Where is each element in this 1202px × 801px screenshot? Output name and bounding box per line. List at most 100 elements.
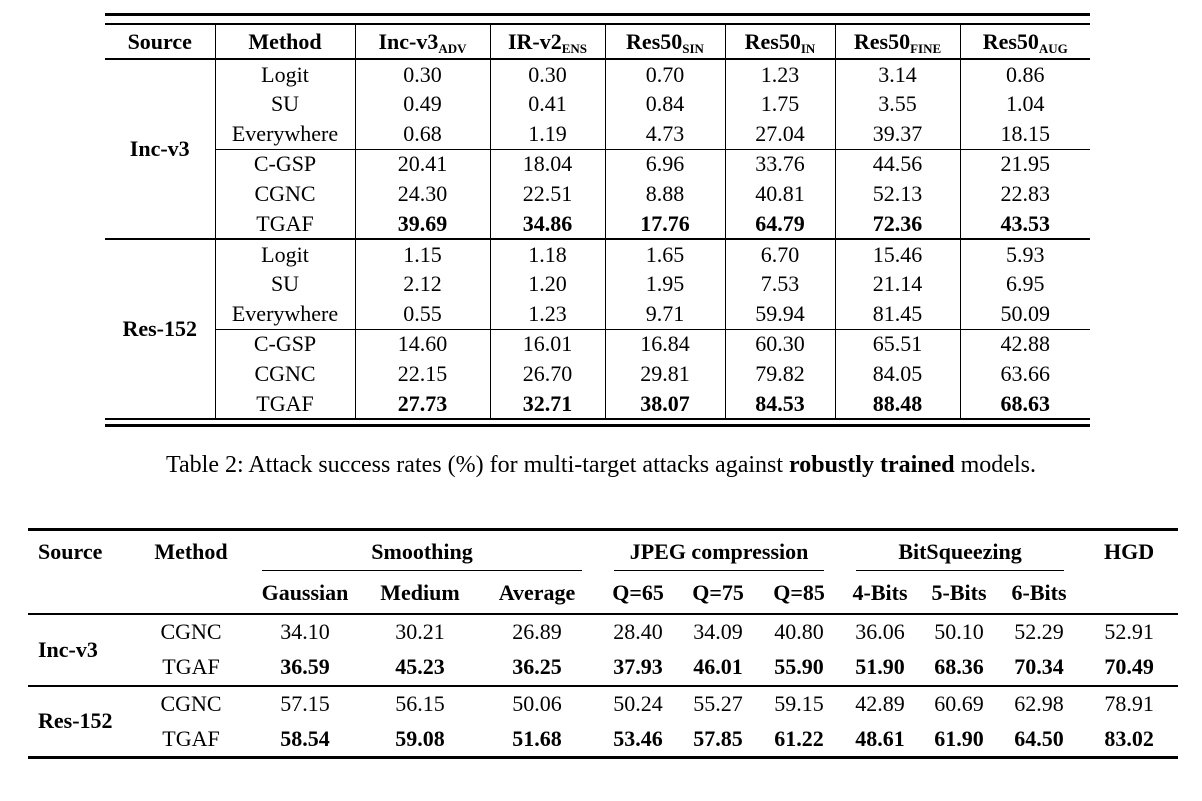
value-cell: 24.30 (354, 179, 490, 209)
value-cell: 0.70 (604, 59, 725, 89)
value-cell: 34.09 (693, 619, 743, 644)
t2-group-header: JPEG compression (598, 530, 840, 574)
value-cell: 1.04 (959, 89, 1090, 119)
value-cell: 70.49 (1104, 654, 1154, 679)
t2-subcolumn-header: 4-Bits (852, 580, 908, 605)
value-cell: 33.76 (724, 148, 835, 179)
value-cell: 32.71 (489, 389, 605, 419)
value-cell: 1.65 (604, 238, 725, 269)
method-label: CGNC (214, 359, 355, 389)
t1-col-source: Source (127, 28, 192, 54)
t2-subcolumn-header: 6-Bits (1011, 580, 1067, 605)
value-cell: 0.30 (354, 59, 490, 89)
source-label: Res-152 (105, 238, 215, 419)
t1-col-model: Res50IN (724, 24, 835, 59)
value-cell: 22.51 (489, 179, 605, 209)
model-subscript: ENS (561, 40, 588, 56)
value-cell: 48.61 (855, 725, 905, 751)
value-cell: 1.95 (604, 269, 725, 299)
table-row: Res-152 CGNC 57.15 56.15 50.06 50.24 55.27 59.1… (28, 684, 1179, 758)
value-cell: 37.93 (613, 654, 663, 679)
table2-caption: Table 2: Attack success rates (%) for mu… (0, 452, 1202, 479)
model-subscript: AUG (1038, 40, 1068, 56)
value-cell: 64.79 (724, 209, 835, 239)
model-subscript: ADV (438, 40, 467, 56)
value-cell: 43.53 (959, 209, 1090, 239)
value-cell: 88.48 (834, 389, 960, 419)
t2-col-hgd: HGD (1104, 539, 1155, 564)
value-cell: 1.20 (489, 269, 605, 299)
value-cell: 42.89 (840, 684, 921, 722)
value-cell: 34.86 (489, 209, 605, 239)
value-cell: 57.15 (246, 684, 364, 722)
value-cell: 59.08 (395, 725, 445, 751)
method-label: CGNC (160, 619, 222, 644)
value-cell: 5.93 (959, 238, 1090, 269)
table-row: C-GSP 20.41 18.04 6.96 33.76 44.56 21.95 (105, 148, 1090, 179)
method-label: CGNC (214, 179, 355, 209)
table-row: Inc-v3 CGNC 34.10 30.21 26.89 28.40 34.09 40.80… (28, 614, 1178, 661)
method-label: TGAF (162, 725, 220, 751)
value-cell: 79.82 (724, 359, 835, 389)
value-cell: 3.55 (834, 89, 960, 119)
table-row: Everywhere 0.68 1.19 4.73 27.04 39.37 18.15 (105, 119, 1090, 149)
table-defenses: Source Method Smoothing JPEG compression Bit… (28, 528, 1179, 759)
value-cell: 0.41 (489, 89, 605, 119)
t2-subcolumn-header: Medium (380, 580, 460, 605)
value-cell: 84.05 (834, 359, 960, 389)
value-cell: 36.25 (512, 654, 562, 679)
method-label: C-GSP (214, 328, 355, 359)
value-cell: 59.15 (758, 684, 841, 722)
value-cell: 18.04 (489, 148, 605, 179)
value-cell: 34.10 (280, 619, 330, 644)
value-cell: 59.94 (724, 299, 835, 329)
value-cell: 0.30 (489, 59, 605, 89)
caption-bold-phrase: robustly trained (789, 452, 955, 478)
value-cell: 18.15 (959, 119, 1090, 149)
method-label: TGAF (214, 209, 355, 239)
model-name: IR-v2 (507, 28, 562, 54)
value-cell: 42.88 (959, 328, 1090, 359)
model-subscript: SIN (682, 40, 704, 56)
value-cell: 65.51 (834, 328, 960, 359)
value-cell: 0.86 (959, 59, 1090, 89)
table-row: Inc-v3 Logit 0.30 0.30 0.70 1.23 3.14 0.86 (105, 59, 1090, 160)
value-cell: 84.53 (724, 389, 835, 419)
value-cell: 50.10 (934, 619, 984, 644)
value-cell: 22.83 (959, 179, 1090, 209)
value-cell: 29.81 (604, 359, 725, 389)
table-row: SU 2.12 1.20 1.95 7.53 21.14 6.95 (105, 269, 1090, 299)
table2-header-row-1: Source Method Smoothing JPEG compression Bit… (28, 530, 1178, 574)
value-cell: 39.69 (354, 209, 490, 239)
source-label: Res-152 (28, 684, 136, 758)
method-label: Everywhere (214, 119, 355, 149)
table1-header-row: Source Method Inc-v3ADV IR-v2ENS Res50SIN Res… (105, 24, 1090, 59)
value-cell: 52.29 (1014, 619, 1064, 644)
value-cell: 51.90 (855, 654, 905, 679)
value-cell: 61.22 (774, 725, 824, 751)
model-name: Res50 (982, 28, 1039, 54)
value-cell: 38.07 (604, 389, 725, 419)
t2-group-header: Smoothing (246, 530, 598, 574)
method-label: TGAF (214, 389, 355, 419)
t1-col-model: Res50FINE (834, 24, 960, 59)
value-cell: 52.13 (834, 179, 960, 209)
value-cell: 16.84 (604, 328, 725, 359)
value-cell: 3.14 (834, 59, 960, 89)
value-cell: 60.69 (920, 684, 999, 722)
caption-suffix: models. (954, 452, 1036, 478)
value-cell: 9.71 (604, 299, 725, 329)
source-label: Inc-v3 (129, 136, 190, 161)
t1-col-model: IR-v2ENS (489, 24, 605, 59)
table-row: Everywhere 0.55 1.23 9.71 59.94 81.45 50.09 (105, 299, 1090, 329)
table-row: TGAF 58.54 59.08 51.68 53.46 57.85 61.22 48.61 6… (28, 722, 1178, 758)
value-cell: 6.96 (604, 148, 725, 179)
value-cell: 8.88 (604, 179, 725, 209)
value-cell: 1.15 (354, 238, 490, 269)
value-cell: 62.98 (998, 684, 1081, 722)
value-cell: 50.09 (959, 299, 1090, 329)
value-cell: 64.50 (1014, 725, 1064, 751)
value-cell: 6.70 (724, 238, 835, 269)
value-cell: 56.15 (364, 684, 476, 722)
